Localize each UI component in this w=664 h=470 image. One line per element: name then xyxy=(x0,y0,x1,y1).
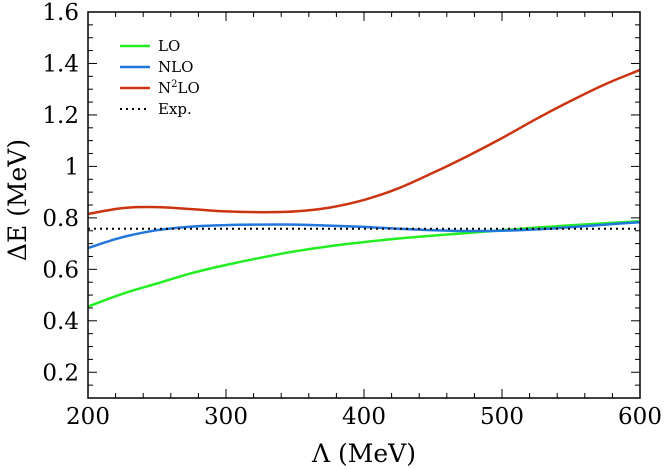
x-tick-label: 600 xyxy=(618,404,662,430)
axis-ticks xyxy=(87,11,641,399)
legend-label-lo: LO xyxy=(158,37,180,55)
legend: LO NLO N2LO Exp. xyxy=(120,37,200,118)
y-tick-label: 0.2 xyxy=(42,360,79,386)
legend-label-nlo: NLO xyxy=(158,58,193,76)
legend-label-n2lo: N2LO xyxy=(158,79,200,97)
y-tick-label: 1.6 xyxy=(42,0,79,26)
y-tick-label: 1.2 xyxy=(42,103,79,129)
y-tick-label: 1.4 xyxy=(42,52,79,78)
x-tick-label: 200 xyxy=(66,404,110,430)
series-line-n2lo xyxy=(87,68,641,216)
y-tick-label: 1 xyxy=(64,154,79,180)
legend-label-exp: Exp. xyxy=(158,100,192,118)
ytick-labels-group: 0.2 0.4 0.6 0.8 1 1.2 1.4 1.6 xyxy=(42,0,79,386)
y-tick-label: 0.4 xyxy=(42,309,79,335)
xtick-labels-group: 200 300 400 500 600 xyxy=(66,404,662,430)
series-line-nlo xyxy=(87,220,641,250)
plot-frame xyxy=(87,11,641,399)
x-tick-label: 300 xyxy=(204,404,248,430)
y-tick-label: 0.6 xyxy=(42,257,79,283)
x-axis-label: Λ (MeV) xyxy=(311,439,416,468)
x-tick-label: 400 xyxy=(342,404,386,430)
y-tick-label: 0.8 xyxy=(42,206,79,232)
series-lines xyxy=(87,68,641,308)
series-line-lo xyxy=(87,219,641,308)
y-axis-label: ΔE (MeV) xyxy=(3,139,32,261)
x-tick-label: 500 xyxy=(480,404,524,430)
